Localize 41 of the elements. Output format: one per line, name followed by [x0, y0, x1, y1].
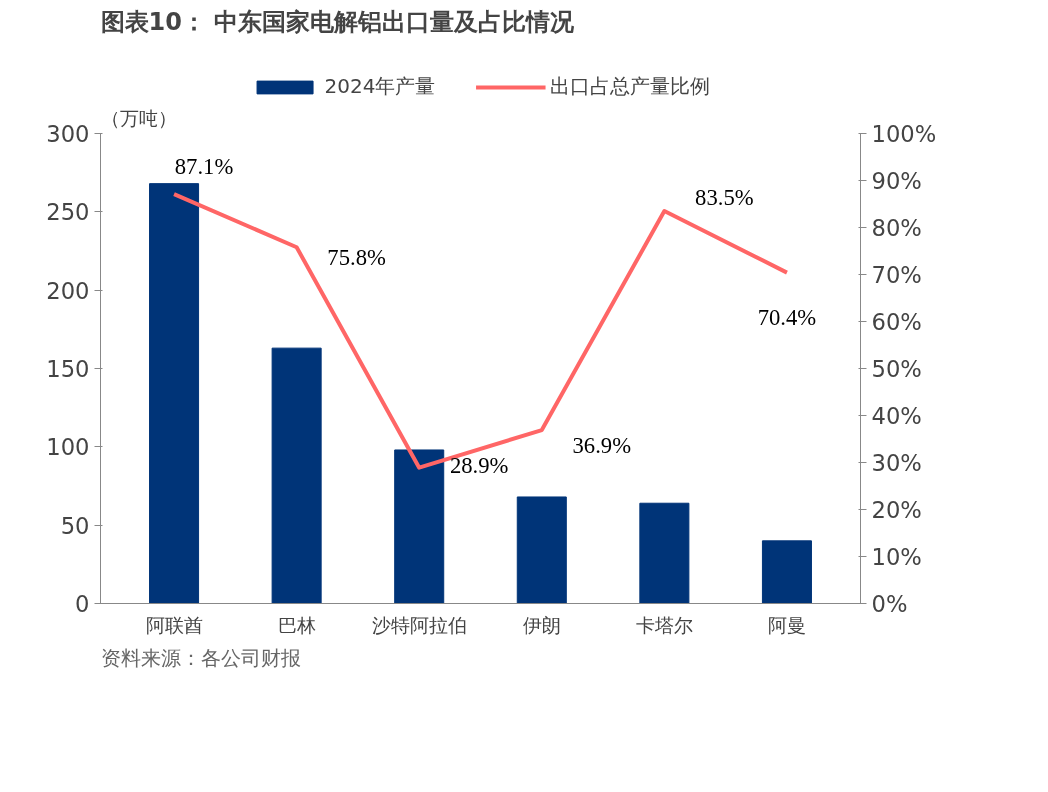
legend-label: 出口占总产量比例 — [550, 73, 711, 100]
y2-tick-label: 70% — [871, 261, 922, 288]
y2-tick-label: 80% — [871, 214, 922, 241]
x-tick-label: 卡塔尔 — [635, 614, 693, 636]
y-tick-label: 200 — [46, 277, 90, 304]
x-tick-label: 阿曼 — [767, 614, 806, 636]
y2-tick-label: 60% — [871, 308, 922, 335]
y2-tick-label: 20% — [871, 496, 922, 523]
x-tick-label: 阿联酋 — [145, 614, 203, 636]
x-tick-label: 沙特阿拉伯 — [371, 614, 467, 636]
y-tick-label: 300 — [46, 121, 90, 147]
y-axis-title: （万吨） — [100, 107, 177, 129]
bar — [761, 540, 812, 604]
bar — [394, 449, 445, 604]
y2-tick-label: 10% — [871, 543, 922, 570]
chart-title: 图表10： 中东国家电解铝出口量及占比情况 — [100, 7, 576, 36]
data-label: 75.8% — [327, 244, 387, 270]
data-label: 87.1% — [174, 153, 234, 179]
data-label: 36.9% — [572, 432, 632, 458]
legend-label: 2024年产量 — [324, 73, 436, 100]
y-tick-label: 150 — [46, 356, 90, 382]
bar — [639, 502, 690, 604]
x-tick-label: 伊朗 — [522, 614, 561, 636]
bar — [516, 496, 567, 604]
y-tick-label: 50 — [60, 512, 90, 539]
data-label: 28.9% — [449, 453, 509, 479]
y2-tick-label: 50% — [871, 355, 922, 382]
x-tick-label: 巴林 — [277, 614, 316, 636]
y-tick-label: 250 — [46, 199, 90, 226]
bar — [271, 347, 322, 604]
y2-tick-label: 90% — [871, 167, 922, 194]
y-tick-label: 0 — [75, 591, 90, 617]
y2-tick-label: 40% — [871, 402, 922, 429]
y-tick-label: 100 — [46, 434, 90, 461]
data-label: 83.5% — [695, 184, 754, 210]
data-label: 70.4% — [757, 305, 817, 331]
bar — [149, 183, 200, 604]
text: 资料来源：各公司财报 — [100, 645, 301, 670]
y2-tick-label: 0% — [871, 590, 908, 617]
y2-tick-label: 100% — [871, 120, 937, 147]
y2-tick-label: 30% — [871, 449, 922, 476]
